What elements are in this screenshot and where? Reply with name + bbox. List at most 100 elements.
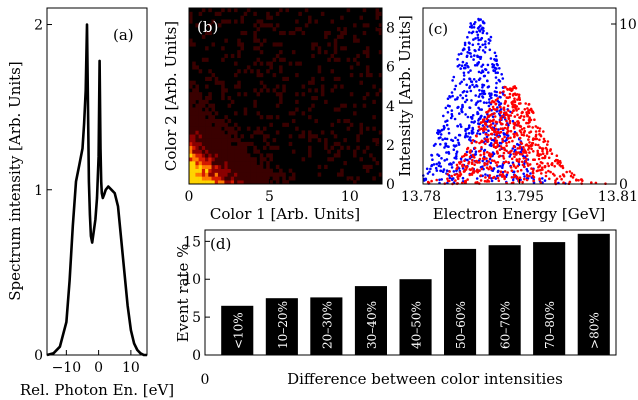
scatter-point [430, 154, 434, 157]
scatter-point [488, 165, 492, 169]
scatter-point [453, 173, 457, 176]
scatter-point [481, 95, 484, 98]
scatter-point [492, 143, 495, 146]
heatmap-cell [230, 172, 235, 177]
heatmap-cell [275, 103, 280, 108]
heatmap-cell [250, 157, 254, 162]
scatter-point [448, 104, 451, 108]
heatmap-cell [243, 180, 248, 185]
scatter-point [546, 140, 550, 143]
heatmap-cell [227, 164, 232, 169]
heatmap-cell [275, 53, 280, 59]
heatmap-cell [353, 23, 357, 28]
scatter-point [508, 92, 512, 96]
heatmap-cell [262, 23, 267, 28]
scatter-point [561, 166, 565, 170]
heatmap-cell [195, 126, 199, 131]
heatmap-cell [362, 96, 367, 101]
scatter-point [491, 151, 495, 154]
heatmap-cell [279, 69, 283, 74]
scatter-point [527, 121, 530, 125]
heatmap-cell [262, 126, 267, 131]
scatter-point [466, 158, 469, 162]
scatter-point [464, 134, 468, 138]
heatmap-cell [201, 145, 206, 150]
scatter-point [512, 132, 515, 136]
heatmap-cell [195, 157, 199, 162]
scatter-point [439, 165, 443, 168]
scatter-point [486, 79, 489, 83]
bar-category-label: 40–50% [410, 301, 424, 349]
heatmap-cell [224, 176, 228, 181]
scatter-point [500, 175, 504, 178]
scatter-point [523, 175, 526, 178]
scatter-point [445, 137, 449, 141]
heatmap-cell [214, 153, 219, 158]
scatter-point [474, 37, 477, 40]
heatmap-cell [192, 172, 196, 177]
scatter-point [469, 136, 472, 139]
heatmap-cell [259, 73, 264, 78]
scatter-point [506, 137, 510, 140]
heatmap-cell [324, 145, 328, 150]
scatter-point [488, 125, 491, 128]
scatter-point [434, 166, 438, 170]
scatter-point [520, 114, 523, 118]
heatmap-cell [189, 92, 193, 97]
scatter-point [489, 57, 493, 60]
scatter-point [511, 119, 515, 123]
heatmap-cell [375, 8, 380, 13]
heatmap-cell [272, 176, 277, 181]
scatter-point [541, 156, 544, 160]
heatmap-cell [237, 84, 241, 89]
heatmap-cell [237, 138, 241, 143]
scatter-point [467, 65, 470, 69]
heatmap-cell [243, 92, 248, 97]
heatmap-cell [262, 84, 267, 89]
heatmap-cell [243, 69, 248, 74]
scatter-point [526, 107, 529, 110]
heatmap-cell [240, 19, 244, 24]
heatmap-cell [237, 38, 241, 43]
bar-category-label: 10–20% [276, 301, 290, 349]
heatmap-cell [243, 141, 248, 147]
scatter-point [485, 157, 488, 160]
scatter-point [481, 86, 484, 89]
heatmap-cell [372, 157, 376, 162]
bar-category-label: 30–40% [365, 301, 379, 349]
heatmap-cell [221, 161, 225, 166]
heatmap-cell [211, 126, 216, 131]
scatter-point [447, 152, 451, 155]
scatter-point [495, 141, 499, 145]
scatter-point [571, 176, 575, 179]
scatter-point [524, 160, 528, 163]
heatmap-cell [336, 27, 341, 32]
scatter-point [488, 176, 491, 180]
heatmap-cell [195, 65, 199, 70]
heatmap-cell [317, 138, 322, 143]
scatter-point [479, 56, 483, 59]
panel-a-label: (a) [113, 26, 134, 44]
heatmap-cell [256, 176, 261, 181]
scatter-point [505, 141, 508, 145]
scatter-point [477, 42, 480, 46]
scatter-point [495, 62, 499, 66]
y-tick-label: 4 [386, 99, 395, 115]
scatter-point [494, 108, 497, 111]
heatmap-cell [240, 176, 244, 181]
scatter-point [470, 131, 474, 135]
heatmap-cell [378, 172, 383, 177]
heatmap-cell [356, 53, 360, 59]
scatter-point [501, 173, 504, 176]
heatmap-cell [308, 149, 312, 154]
scatter-point [491, 63, 494, 66]
heatmap-cell [234, 134, 238, 139]
heatmap-cell [221, 88, 225, 93]
heatmap-cell [230, 180, 235, 185]
heatmap-cell [259, 164, 264, 169]
heatmap-cell [259, 88, 264, 93]
scatter-point [462, 47, 466, 50]
heatmap-cell [192, 176, 196, 181]
scatter-point [532, 168, 535, 172]
heatmap-cell [336, 153, 341, 158]
